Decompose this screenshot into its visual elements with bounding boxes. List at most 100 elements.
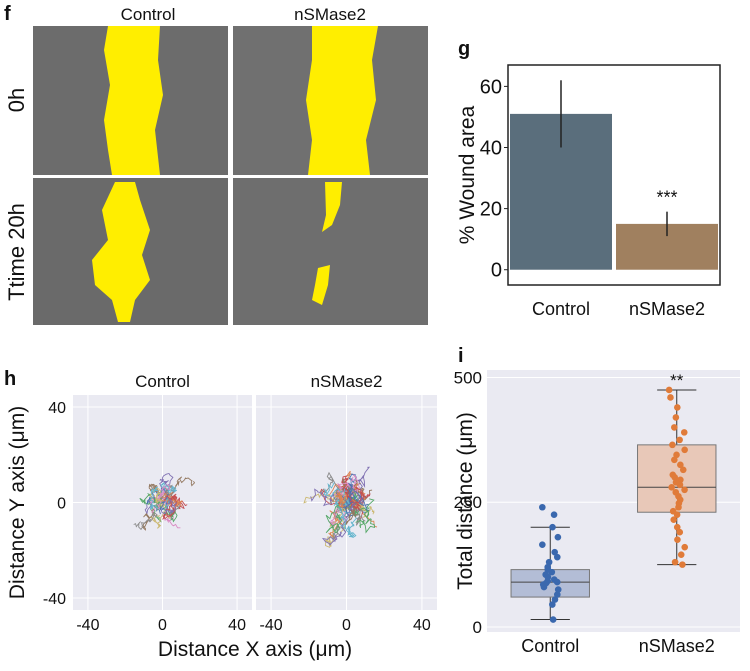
x-tick-label: Control [521, 636, 579, 656]
x-tick-label: 0 [342, 617, 351, 634]
track [354, 507, 376, 534]
point [670, 516, 678, 524]
panel-label: h [4, 368, 16, 390]
track [319, 471, 343, 507]
y-tick-label: 0 [473, 618, 482, 637]
wound [306, 26, 378, 175]
point [676, 436, 683, 444]
point [551, 596, 559, 603]
point [669, 441, 676, 449]
point [674, 404, 681, 411]
point [681, 543, 689, 551]
track [325, 504, 343, 534]
point [667, 394, 674, 401]
tracks [133, 472, 196, 531]
point [676, 528, 684, 536]
y-tick-label: 20 [480, 199, 502, 221]
point [672, 414, 680, 421]
track [335, 491, 350, 509]
panel-title: nSMase2 [311, 372, 383, 391]
track [162, 505, 176, 520]
x-tick-label: nSMase2 [629, 299, 705, 319]
column-title: Control [121, 5, 176, 24]
point [554, 533, 562, 541]
point [671, 456, 678, 464]
wound [312, 265, 330, 305]
point [673, 511, 681, 519]
point [677, 551, 685, 558]
y-tick-label: 500 [454, 368, 482, 387]
y-axis-label: Distance Y axis (μm) [6, 406, 29, 599]
point [553, 591, 561, 598]
track [156, 487, 169, 515]
track [160, 498, 177, 515]
x-tick-label: 40 [413, 617, 431, 634]
wound [104, 26, 163, 175]
point [539, 541, 546, 548]
x-tick-label: 0 [158, 617, 167, 634]
x-tick-label: -40 [76, 617, 99, 634]
track [159, 492, 183, 507]
point [680, 429, 688, 436]
point [540, 583, 548, 591]
point [549, 523, 556, 531]
x-tick-label: nSMase2 [639, 636, 715, 656]
track [133, 511, 158, 531]
point [668, 483, 675, 491]
point [549, 616, 557, 623]
y-axis-label: Total distance (μm) [454, 412, 477, 590]
y-tick-label: 40 [480, 138, 502, 160]
track [159, 472, 174, 488]
panel-label: g [458, 38, 470, 60]
track [310, 488, 344, 516]
wound [322, 182, 342, 232]
panel-label: f [4, 3, 11, 25]
track [141, 509, 156, 531]
point [551, 548, 559, 556]
x-tick-label: 40 [228, 617, 246, 634]
y-tick-label: 40 [48, 400, 66, 417]
point [679, 561, 686, 568]
point [673, 451, 680, 459]
point [673, 523, 681, 531]
point [539, 503, 546, 511]
row-label: Ttime 20h [4, 203, 29, 301]
tracks [303, 466, 378, 548]
point [550, 511, 558, 519]
significance: *** [656, 188, 677, 208]
track [323, 482, 351, 507]
panel-title: Control [135, 372, 190, 391]
point [675, 503, 682, 511]
point [554, 586, 562, 593]
track [321, 508, 351, 546]
column-title: nSMase2 [294, 5, 366, 24]
y-tick-label: 60 [480, 76, 502, 98]
y-tick-label: 0 [491, 260, 502, 282]
track [160, 482, 178, 494]
track [150, 510, 172, 529]
row-label: 0h [4, 88, 29, 112]
y-tick-label: 250 [454, 493, 482, 512]
track [342, 486, 371, 512]
microscopy-images [33, 26, 428, 325]
track [149, 486, 159, 511]
point [681, 486, 688, 494]
point [674, 536, 681, 543]
significance: ** [670, 371, 684, 390]
point [671, 558, 679, 566]
x-tick-label: -40 [260, 617, 283, 634]
x-tick-label: Control [532, 299, 590, 319]
point [681, 446, 688, 454]
y-tick-label: 0 [57, 496, 66, 513]
wound [92, 182, 150, 322]
track [154, 483, 171, 510]
point [677, 461, 684, 469]
plot-frame [507, 64, 721, 286]
point [545, 558, 553, 566]
x-axis-label: Distance X axis (μm) [158, 638, 352, 661]
panel-label: i [458, 345, 464, 367]
point [665, 386, 673, 394]
point [671, 424, 678, 431]
point [553, 578, 561, 586]
